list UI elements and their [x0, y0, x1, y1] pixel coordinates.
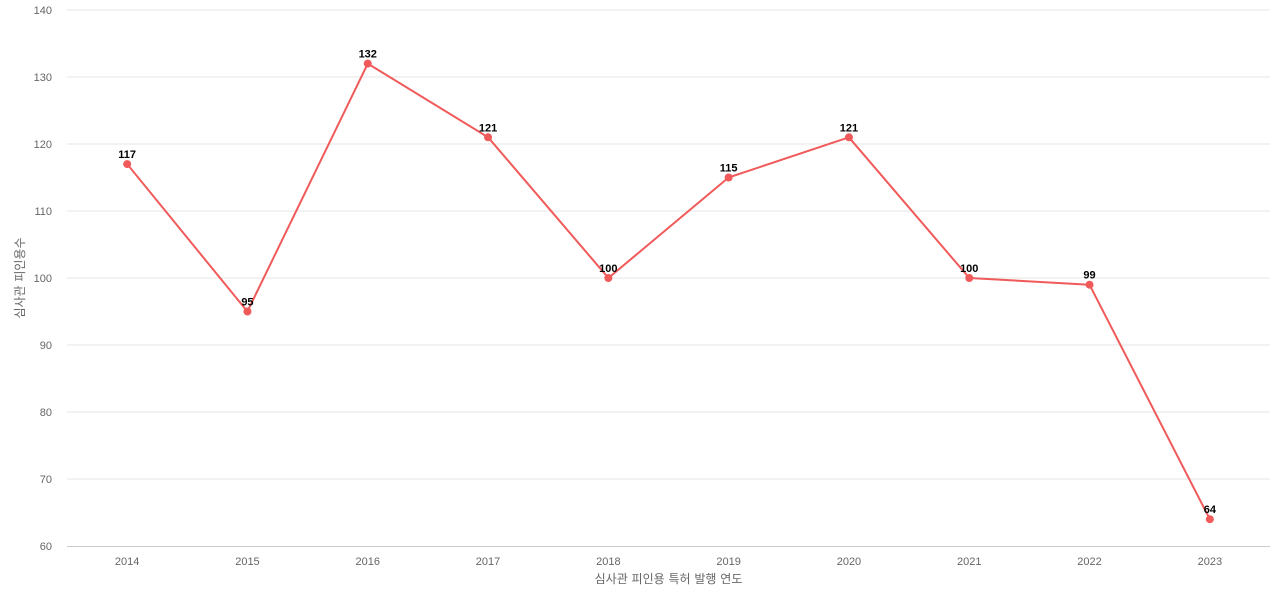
- y-tick-label: 100: [34, 273, 52, 285]
- y-tick-label: 130: [34, 72, 52, 84]
- data-label: 117: [118, 149, 136, 161]
- series-line: [126, 62, 1211, 520]
- x-tick-label: 2021: [957, 556, 981, 568]
- x-tick-label: 2016: [356, 556, 380, 568]
- data-label: 121: [840, 122, 858, 134]
- y-tick-label: 120: [34, 139, 52, 151]
- data-label: 100: [599, 263, 617, 275]
- y-axis-title: 심사관 피인용수: [13, 237, 27, 318]
- data-label: 132: [359, 49, 377, 61]
- y-tick-label: 70: [40, 474, 52, 486]
- series-layer: [123, 59, 1214, 524]
- data-label: 115: [720, 163, 738, 175]
- y-tick-label: 140: [34, 5, 52, 17]
- data-point[interactable]: [123, 160, 132, 169]
- x-tick-label: 2017: [476, 556, 500, 568]
- x-tick-label: 2020: [837, 556, 861, 568]
- y-tick-label: 90: [40, 340, 52, 352]
- data-point[interactable]: [724, 173, 733, 182]
- y-tick-label: 110: [34, 206, 52, 218]
- x-tick-labels: 2014 2015 2016 2017 2018 2019 2020 2021 2022 2023: [115, 556, 1222, 568]
- data-labels: 117 95 132 121 100 115 121 100 99 64: [118, 49, 1217, 517]
- y-tick-label: 80: [40, 407, 52, 419]
- x-tick-label: 2018: [596, 556, 620, 568]
- data-point[interactable]: [965, 274, 974, 282]
- data-label: 100: [960, 263, 978, 275]
- x-tick-label: 2015: [235, 556, 259, 568]
- y-tick-label: 60: [40, 541, 52, 553]
- data-point[interactable]: [1085, 280, 1094, 289]
- data-point[interactable]: [844, 133, 853, 142]
- x-tick-label: 2023: [1198, 556, 1222, 568]
- data-point[interactable]: [484, 133, 493, 142]
- y-tick-labels: 60 70 80 90 100 110 120 130 140: [34, 5, 52, 553]
- x-tick-label: 2019: [716, 556, 740, 568]
- data-label: 95: [241, 297, 253, 309]
- data-label: 99: [1083, 270, 1095, 282]
- data-point[interactable]: [1205, 515, 1214, 524]
- data-point[interactable]: [363, 59, 372, 68]
- data-point[interactable]: [604, 274, 613, 282]
- data-label: 64: [1204, 504, 1217, 516]
- x-tick-label: 2022: [1077, 556, 1101, 568]
- data-point[interactable]: [243, 307, 252, 316]
- x-axis-title: 심사관 피인용 특허 발행 연도: [595, 571, 743, 586]
- data-label: 121: [479, 122, 497, 134]
- grid-layer: [67, 9, 1270, 480]
- x-tick-label: 2014: [115, 556, 139, 568]
